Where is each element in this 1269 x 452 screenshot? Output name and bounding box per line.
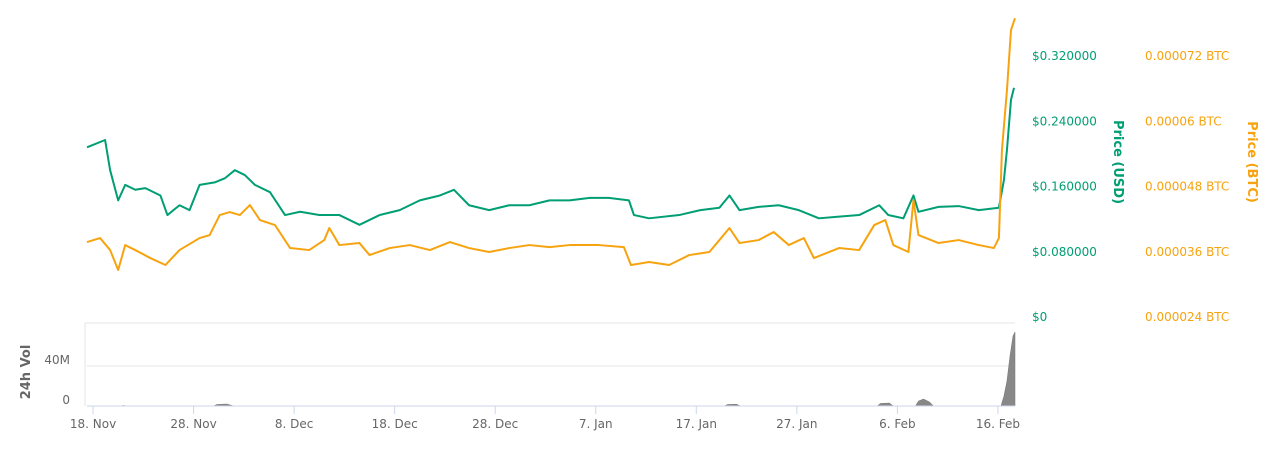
usd-axis-title: Price (USD) — [1110, 120, 1125, 204]
btc-tick-label: 0.000048 BTC — [1145, 180, 1229, 194]
x-tick-label: 16. Feb — [976, 417, 1020, 431]
usd-tick-label: $0.160000 — [1032, 180, 1097, 194]
usd-tick-label: $0.320000 — [1032, 49, 1097, 63]
x-tick-label: 8. Dec — [275, 417, 313, 431]
usd-price-line — [86, 87, 1015, 226]
series-layer — [86, 17, 1016, 407]
usd-axis: $0 $0.080000 $0.160000 $0.240000 $0.320000 — [1032, 49, 1097, 324]
volume-tick-label: 40M — [44, 353, 70, 367]
x-axis: 18. Nov 28. Nov 8. Dec 18. Dec 28. Dec 7. Jan… — [70, 405, 1020, 431]
usd-tick-label: $0 — [1032, 310, 1047, 324]
volume-tick-label: 0 — [62, 393, 70, 407]
btc-axis-title: Price (BTC) — [1244, 121, 1259, 203]
btc-axis: 0.000024 BTC 0.000036 BTC 0.000048 BTC 0.00… — [1145, 49, 1229, 324]
btc-tick-label: 0.00006 BTC — [1145, 114, 1222, 128]
x-tick-label: 7. Jan — [579, 417, 613, 431]
btc-tick-label: 0.000072 BTC — [1145, 49, 1229, 63]
volume-axis: 0 40M — [44, 353, 70, 407]
usd-tick-label: $0.080000 — [1032, 245, 1097, 259]
volume-area — [87, 331, 1016, 407]
volume-axis-title: 24h Vol — [19, 345, 34, 400]
x-tick-label: 17. Jan — [676, 417, 717, 431]
volume-grid — [84, 322, 1015, 406]
btc-tick-label: 0.000036 BTC — [1145, 245, 1229, 259]
usd-tick-label: $0.240000 — [1032, 114, 1097, 128]
btc-price-line — [86, 17, 1016, 272]
x-tick-label: 28. Nov — [170, 417, 216, 431]
x-tick-label: 27. Jan — [776, 417, 817, 431]
x-tick-label: 6. Feb — [879, 417, 916, 431]
x-tick-label: 18. Nov — [70, 417, 116, 431]
x-tick-label: 18. Dec — [372, 417, 418, 431]
btc-tick-label: 0.000024 BTC — [1145, 310, 1229, 324]
x-tick-label: 28. Dec — [472, 417, 518, 431]
